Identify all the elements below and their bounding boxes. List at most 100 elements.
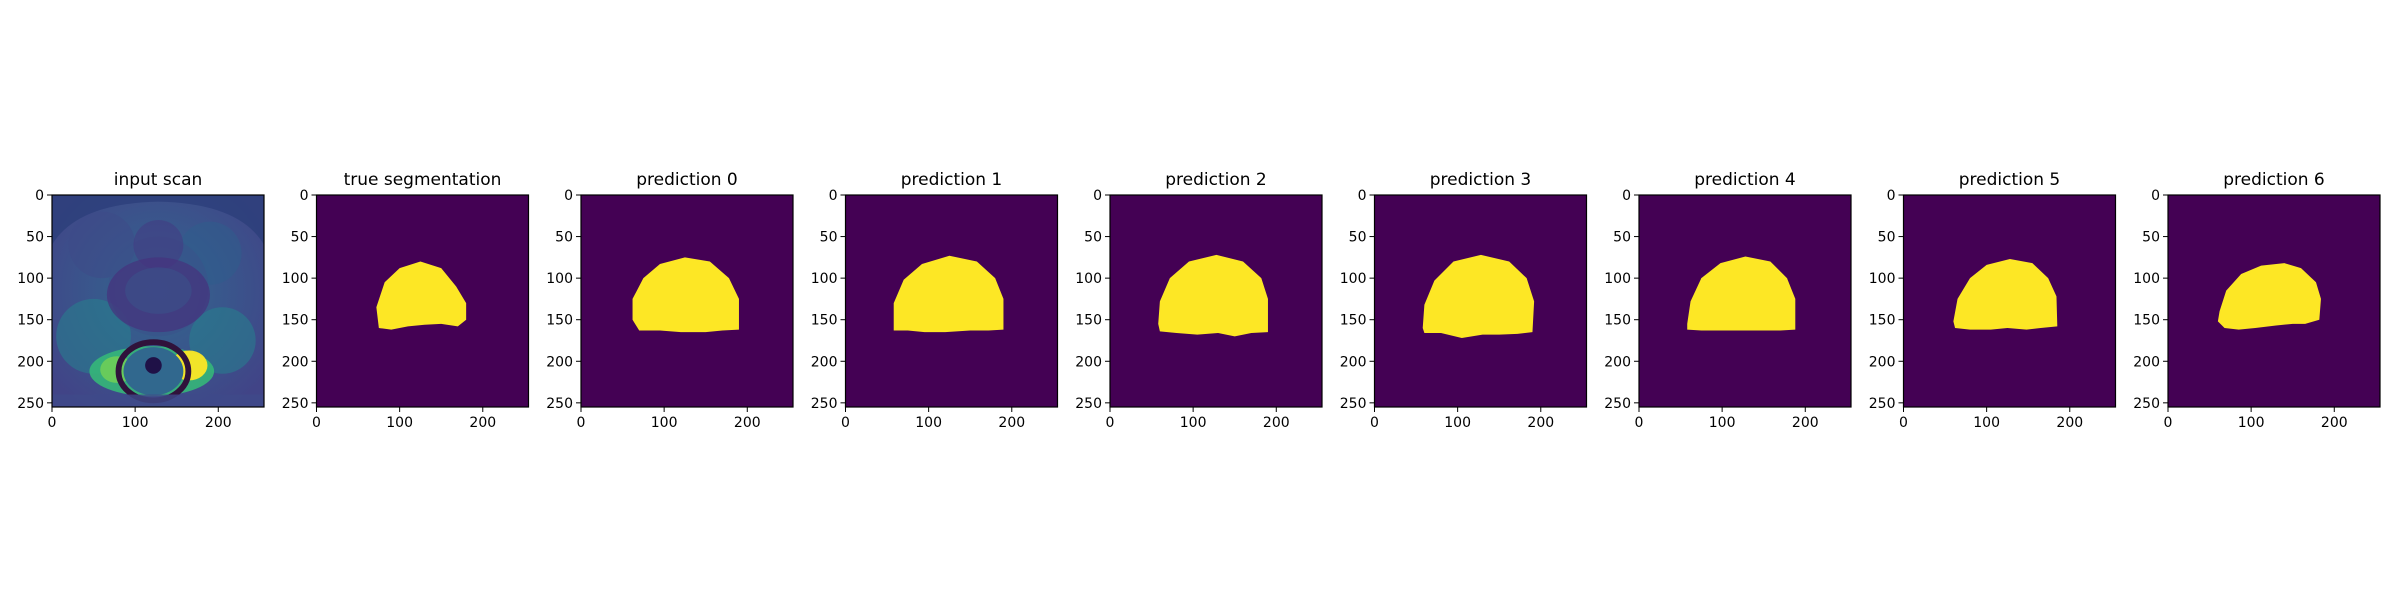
y-tick-label: 100 bbox=[17, 271, 44, 287]
y-tick-label: 100 bbox=[2133, 271, 2160, 287]
panel-image bbox=[1374, 195, 1587, 407]
x-tick-label: 200 bbox=[1263, 415, 1290, 431]
y-tick-label: 250 bbox=[1075, 396, 1102, 412]
y-tick-label: 200 bbox=[1340, 354, 1367, 370]
y-tick-label: 150 bbox=[1075, 313, 1102, 329]
axes-frame bbox=[51, 194, 265, 408]
y-tick-label: 150 bbox=[282, 313, 309, 329]
panel-image bbox=[581, 195, 793, 407]
y-tick-label: 150 bbox=[2133, 313, 2160, 329]
segmentation-mask bbox=[1687, 256, 1796, 331]
y-tick-label: 250 bbox=[1604, 396, 1631, 412]
y-tick-label: 200 bbox=[1869, 354, 1896, 370]
y-tick-label: 50 bbox=[1613, 230, 1631, 246]
y-tick-label: 50 bbox=[291, 230, 309, 246]
segmentation-mask bbox=[632, 257, 739, 333]
y-tick-label: 0 bbox=[564, 188, 573, 204]
y-tick-label: 150 bbox=[811, 313, 838, 329]
y-tick-label: 50 bbox=[820, 230, 838, 246]
y-tick-label: 250 bbox=[17, 396, 44, 412]
y-tick-label: 0 bbox=[1358, 188, 1367, 204]
y-tick-label: 100 bbox=[282, 271, 309, 287]
segmentation-mask bbox=[2217, 263, 2321, 330]
panel-image bbox=[845, 195, 1058, 407]
panel-title: prediction 3 bbox=[1430, 170, 1532, 190]
panel-image bbox=[2168, 195, 2380, 407]
x-tick-label: 0 bbox=[1370, 415, 1379, 431]
panel-image bbox=[52, 195, 264, 407]
y-tick-label: 100 bbox=[1604, 271, 1631, 287]
axes-frame bbox=[580, 194, 794, 408]
y-tick-label: 150 bbox=[1869, 313, 1896, 329]
x-tick-label: 100 bbox=[1973, 415, 2000, 431]
segmentation-mask bbox=[1422, 254, 1535, 338]
x-tick-label: 0 bbox=[577, 415, 586, 431]
y-tick-label: 250 bbox=[1340, 396, 1367, 412]
y-tick-label: 50 bbox=[555, 230, 573, 246]
x-tick-label: 0 bbox=[312, 415, 321, 431]
panel-title: prediction 1 bbox=[901, 170, 1003, 190]
panel-title: prediction 4 bbox=[1694, 170, 1796, 190]
x-tick-label: 0 bbox=[1899, 415, 1908, 431]
axes-frame bbox=[2167, 194, 2381, 408]
segmentation-mask bbox=[376, 261, 467, 330]
y-tick-label: 150 bbox=[17, 313, 44, 329]
segmentation-mask bbox=[893, 255, 1004, 333]
x-tick-label: 200 bbox=[1527, 415, 1554, 431]
y-tick-label: 50 bbox=[1084, 230, 1102, 246]
x-tick-label: 0 bbox=[1635, 415, 1644, 431]
y-tick-label: 100 bbox=[1340, 271, 1367, 287]
panel-image bbox=[316, 195, 529, 407]
x-tick-label: 200 bbox=[1792, 415, 1819, 431]
axes-frame bbox=[844, 194, 1059, 408]
x-tick-label: 100 bbox=[1709, 415, 1736, 431]
x-tick-label: 100 bbox=[1444, 415, 1471, 431]
y-tick-label: 100 bbox=[811, 271, 838, 287]
y-tick-label: 0 bbox=[2151, 188, 2160, 204]
panel-title: prediction 6 bbox=[2223, 170, 2325, 190]
y-tick-label: 50 bbox=[26, 230, 44, 246]
x-tick-label: 200 bbox=[205, 415, 232, 431]
y-tick-label: 200 bbox=[2133, 354, 2160, 370]
y-tick-label: 200 bbox=[1604, 354, 1631, 370]
y-tick-label: 100 bbox=[1075, 271, 1102, 287]
x-tick-label: 200 bbox=[734, 415, 761, 431]
y-tick-label: 250 bbox=[2133, 396, 2160, 412]
x-tick-label: 0 bbox=[841, 415, 850, 431]
y-tick-label: 0 bbox=[1622, 188, 1631, 204]
x-tick-label: 100 bbox=[386, 415, 413, 431]
panel-title: prediction 2 bbox=[1165, 170, 1267, 190]
y-tick-label: 0 bbox=[35, 188, 44, 204]
panel-title: input scan bbox=[114, 170, 203, 190]
panel-title: true segmentation bbox=[344, 170, 502, 190]
x-tick-label: 0 bbox=[48, 415, 57, 431]
axes-frame bbox=[315, 194, 530, 408]
panel-title: prediction 0 bbox=[636, 170, 738, 190]
y-tick-label: 100 bbox=[1869, 271, 1896, 287]
y-tick-label: 0 bbox=[300, 188, 309, 204]
y-tick-label: 0 bbox=[1887, 188, 1896, 204]
panel-image bbox=[1110, 195, 1322, 407]
y-tick-label: 100 bbox=[546, 271, 573, 287]
y-tick-label: 250 bbox=[546, 396, 573, 412]
y-tick-label: 150 bbox=[546, 313, 573, 329]
y-tick-label: 250 bbox=[811, 396, 838, 412]
y-tick-label: 50 bbox=[1878, 230, 1896, 246]
x-tick-label: 100 bbox=[651, 415, 678, 431]
x-tick-label: 100 bbox=[915, 415, 942, 431]
y-tick-label: 250 bbox=[1869, 396, 1896, 412]
x-tick-label: 100 bbox=[1180, 415, 1207, 431]
y-tick-label: 200 bbox=[282, 354, 309, 370]
y-tick-label: 200 bbox=[811, 354, 838, 370]
axes-frame bbox=[1373, 194, 1588, 408]
x-tick-label: 0 bbox=[1106, 415, 1115, 431]
